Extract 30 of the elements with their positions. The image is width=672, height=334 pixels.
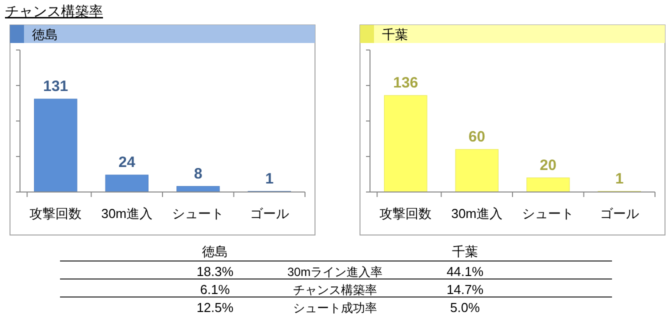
text: 5.0%	[450, 300, 480, 315]
data-label: 8	[194, 165, 202, 182]
x-tick-label: ゴール	[600, 206, 639, 221]
x-tick-label: ゴール	[250, 206, 289, 221]
text: 千葉	[452, 244, 478, 259]
chart-title: 徳島	[32, 27, 58, 42]
text: シュート成功率	[293, 301, 377, 315]
data-label: 1	[615, 170, 624, 188]
data-label: 24	[118, 154, 136, 171]
data-label: 60	[468, 128, 486, 146]
x-tick-label: 30m進入	[101, 206, 153, 221]
data-label: 1	[265, 170, 274, 188]
x-tick-label: シュート	[522, 206, 574, 221]
data-label: 136	[393, 74, 418, 92]
text: 44.1%	[446, 264, 484, 279]
text: 14.7%	[446, 282, 484, 297]
text: チャンス構築率	[293, 283, 377, 297]
text: 30mライン進入率	[287, 265, 383, 279]
text: 12.5%	[196, 300, 234, 315]
data-label: 20	[540, 156, 556, 174]
x-tick-label: シュート	[172, 206, 224, 221]
x-tick-label: 攻撃回数	[30, 206, 82, 221]
text: 徳島	[202, 244, 228, 259]
text: チャンス構築率	[5, 3, 103, 19]
text: 6.1%	[200, 282, 230, 297]
text: 18.3%	[196, 264, 234, 279]
chart-title: 千葉	[382, 27, 408, 42]
x-tick-label: 攻撃回数	[380, 206, 432, 221]
x-tick-label: 30m進入	[451, 206, 503, 221]
data-label: 131	[43, 78, 68, 95]
